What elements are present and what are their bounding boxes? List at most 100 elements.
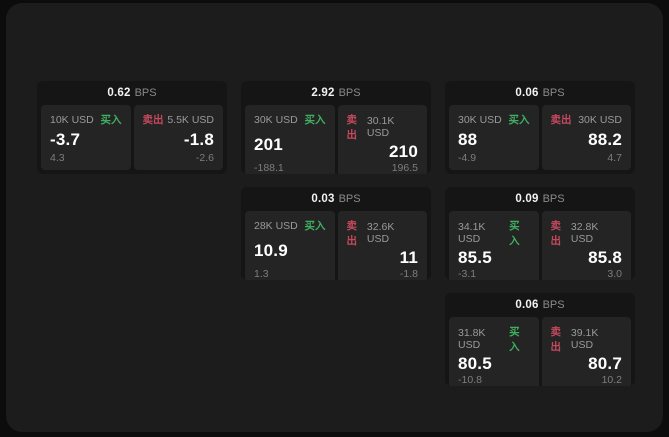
sell-delta: 3.0	[607, 268, 622, 280]
card-header: 0.06 BPS	[445, 81, 635, 105]
sell-label-row: 卖出 32.6K USD	[347, 218, 419, 248]
buy-size-label: 31.8K USD	[458, 327, 486, 351]
buy-panel[interactable]: 31.8K USD 买入 80.5 -10.8	[449, 317, 539, 386]
sell-price: 210	[389, 142, 418, 161]
sell-label-row: 卖出 39.1K USD	[551, 324, 623, 354]
buy-panel[interactable]: 28K USD 买入 10.9 1.3	[245, 211, 335, 280]
buy-side-label: 买入	[509, 326, 520, 353]
sell-size-label: 30.1K USD	[366, 115, 395, 139]
sell-delta: 196.5	[391, 162, 418, 174]
buy-label-row: 31.8K USD 买入	[458, 324, 530, 354]
buy-panel[interactable]: 30K USD 买入 201 -188.1	[245, 105, 335, 174]
sell-side-label: 卖出	[550, 114, 572, 126]
card-header: 0.06 BPS	[445, 293, 635, 317]
buy-size-label: 10K USD	[50, 113, 94, 126]
buy-panel[interactable]: 10K USD 买入 -3.7 4.3	[41, 105, 131, 170]
sell-label-row: 卖出 30K USD	[551, 112, 623, 127]
sell-label-row: 卖出 30.1K USD	[347, 112, 419, 142]
buy-panel[interactable]: 30K USD 买入 88 -4.9	[449, 105, 539, 170]
buy-size-label: 30K USD	[458, 113, 502, 126]
bps-value: 0.06	[515, 299, 539, 311]
sell-price: -1.8	[183, 129, 214, 149]
buy-side-label: 买入	[509, 220, 520, 247]
buy-price: 10.9	[254, 240, 288, 260]
cards-grid: 0.62 BPS 10K USD 买入 -3.7 4.3 卖出 5.5K USD…	[37, 81, 635, 386]
buy-price: 85.5	[458, 248, 492, 267]
sell-panel[interactable]: 卖出 32.6K USD 11 -1.8	[337, 211, 427, 280]
buy-panel[interactable]: 34.1K USD 买入 85.5 -3.1	[449, 211, 539, 280]
sell-delta: -2.6	[195, 152, 214, 164]
bps-value: 0.09	[515, 193, 539, 205]
bps-unit-label: BPS	[542, 87, 565, 99]
sell-delta: 4.7	[607, 152, 622, 164]
sell-side-label: 卖出	[142, 114, 164, 126]
sell-price: 80.7	[588, 354, 622, 373]
sell-price: 85.8	[588, 248, 622, 267]
bps-value: 0.62	[107, 87, 131, 99]
sell-side-label: 卖出	[346, 220, 358, 247]
sell-price: 11	[399, 248, 418, 267]
buy-price: 201	[254, 134, 283, 154]
price-panels: 34.1K USD 买入 85.5 -3.1 卖出 32.8K USD 85.8…	[445, 211, 635, 280]
sell-panel[interactable]: 卖出 32.8K USD 85.8 3.0	[541, 211, 631, 280]
sell-panel[interactable]: 卖出 30.1K USD 210 196.5	[337, 105, 427, 174]
buy-size-label: 30K USD	[254, 113, 298, 126]
price-panels: 31.8K USD 买入 80.5 -10.8 卖出 39.1K USD 80.…	[445, 317, 635, 386]
sell-size-label: 32.8K USD	[570, 221, 599, 245]
buy-delta: -10.8	[458, 374, 482, 386]
sell-size-label: 30K USD	[578, 113, 622, 126]
quote-card: 0.06 BPS 31.8K USD 买入 80.5 -10.8 卖出 39.1…	[445, 293, 635, 386]
sell-price: 88.2	[588, 129, 622, 149]
buy-label-row: 28K USD 买入	[254, 218, 326, 233]
buy-delta: -3.1	[458, 268, 477, 280]
buy-side-label: 买入	[100, 114, 122, 126]
buy-delta: 1.3	[254, 268, 269, 280]
buy-label-row: 10K USD 买入	[50, 112, 122, 127]
card-header: 2.92 BPS	[241, 81, 431, 105]
bps-value: 0.03	[311, 193, 335, 205]
sell-label-row: 卖出 5.5K USD	[143, 112, 215, 127]
buy-price: -3.7	[50, 129, 81, 149]
price-panels: 28K USD 买入 10.9 1.3 卖出 32.6K USD 11 -1.8	[241, 211, 431, 280]
quote-card: 0.09 BPS 34.1K USD 买入 85.5 -3.1 卖出 32.8K…	[445, 187, 635, 280]
bps-unit-label: BPS	[542, 299, 565, 311]
quote-card: 0.03 BPS 28K USD 买入 10.9 1.3 卖出 32.6K US…	[241, 187, 431, 280]
sell-panel[interactable]: 卖出 30K USD 88.2 4.7	[541, 105, 631, 170]
sell-panel[interactable]: 卖出 5.5K USD -1.8 -2.6	[133, 105, 223, 170]
bps-unit-label: BPS	[338, 193, 361, 205]
buy-delta: -4.9	[458, 152, 477, 164]
card-header: 0.62 BPS	[37, 81, 227, 105]
sell-size-label: 32.6K USD	[366, 221, 395, 245]
buy-delta: -188.1	[254, 162, 284, 174]
buy-label-row: 34.1K USD 买入	[458, 218, 530, 248]
sell-delta: 10.2	[601, 374, 622, 386]
quote-card: 2.92 BPS 30K USD 买入 201 -188.1 卖出 30.1K …	[241, 81, 431, 174]
card-header: 0.09 BPS	[445, 187, 635, 211]
buy-size-label: 28K USD	[254, 219, 298, 232]
quote-card: 0.06 BPS 30K USD 买入 88 -4.9 卖出 30K USD 8…	[445, 81, 635, 174]
sell-delta: -1.8	[399, 268, 418, 280]
sell-panel[interactable]: 卖出 39.1K USD 80.7 10.2	[541, 317, 631, 386]
sell-side-label: 卖出	[550, 326, 562, 353]
sell-label-row: 卖出 32.8K USD	[551, 218, 623, 248]
price-panels: 10K USD 买入 -3.7 4.3 卖出 5.5K USD -1.8 -2.…	[37, 105, 227, 174]
buy-label-row: 30K USD 买入	[254, 112, 326, 127]
card-header: 0.03 BPS	[241, 187, 431, 211]
price-panels: 30K USD 买入 88 -4.9 卖出 30K USD 88.2 4.7	[445, 105, 635, 174]
quote-card: 0.62 BPS 10K USD 买入 -3.7 4.3 卖出 5.5K USD…	[37, 81, 227, 174]
price-panels: 30K USD 买入 201 -188.1 卖出 30.1K USD 210 1…	[241, 105, 431, 174]
buy-price: 88	[458, 129, 478, 149]
bps-unit-label: BPS	[338, 87, 361, 99]
bps-unit-label: BPS	[134, 87, 157, 99]
app-canvas: 0.62 BPS 10K USD 买入 -3.7 4.3 卖出 5.5K USD…	[6, 3, 663, 432]
bps-unit-label: BPS	[542, 193, 565, 205]
bps-value: 0.06	[515, 87, 539, 99]
sell-size-label: 5.5K USD	[167, 113, 214, 126]
sell-side-label: 卖出	[550, 220, 562, 247]
buy-delta: 4.3	[50, 152, 65, 164]
bps-value: 2.92	[311, 87, 335, 99]
buy-side-label: 买入	[508, 114, 530, 126]
buy-size-label: 34.1K USD	[458, 221, 486, 245]
buy-label-row: 30K USD 买入	[458, 112, 530, 127]
sell-size-label: 39.1K USD	[570, 327, 599, 351]
